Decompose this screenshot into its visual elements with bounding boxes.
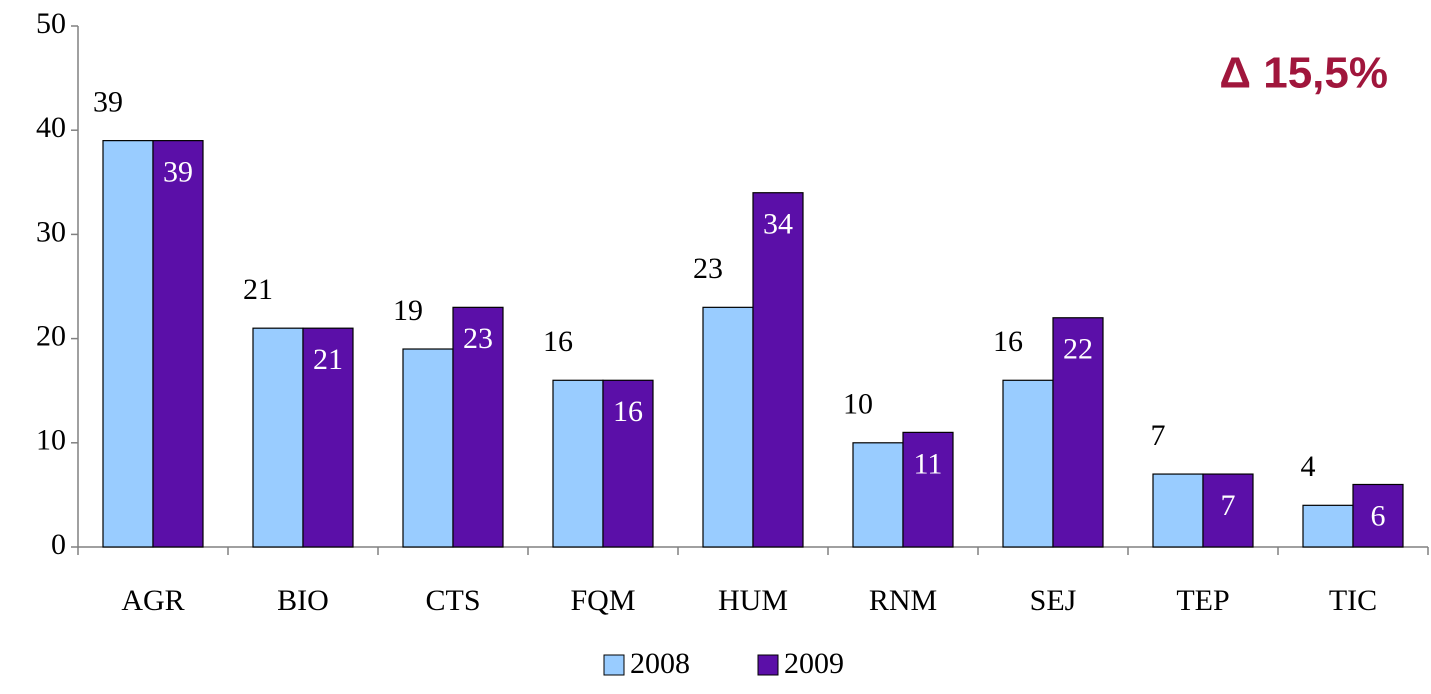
x-tick-label: TEP xyxy=(1176,584,1229,617)
data-label: 22 xyxy=(1063,333,1093,366)
x-tick-label: RNM xyxy=(869,584,937,617)
x-tick-label: BIO xyxy=(277,584,329,617)
bar xyxy=(1002,379,1054,548)
data-label: 7 xyxy=(1151,419,1166,452)
y-tick-label: 20 xyxy=(36,319,66,352)
bar xyxy=(552,379,604,548)
x-tick-label: CTS xyxy=(425,584,480,617)
bar xyxy=(302,327,354,548)
data-label: 11 xyxy=(914,447,943,480)
data-label: 23 xyxy=(463,322,493,355)
data-label: 39 xyxy=(93,86,123,119)
y-tick-label: 30 xyxy=(36,215,66,248)
x-tick-label: HUM xyxy=(718,584,788,617)
bar xyxy=(452,306,504,548)
y-tick-label: 0 xyxy=(51,528,66,561)
bar xyxy=(752,192,804,548)
data-label: 19 xyxy=(393,294,423,327)
bar xyxy=(602,379,654,548)
bar xyxy=(1202,473,1254,548)
y-tick-label: 10 xyxy=(36,424,66,457)
x-tick-label: AGR xyxy=(121,584,184,617)
bar xyxy=(702,306,754,548)
legend-swatch xyxy=(603,654,625,676)
data-label: 21 xyxy=(243,273,273,306)
x-tick-label: TIC xyxy=(1329,584,1377,617)
bar xyxy=(402,348,454,548)
data-label: 10 xyxy=(843,388,873,421)
data-label: 21 xyxy=(313,343,343,376)
data-label: 16 xyxy=(993,325,1023,358)
data-label: 4 xyxy=(1301,450,1316,483)
legend-label: 2009 xyxy=(784,647,844,680)
bar xyxy=(902,431,954,548)
x-tick-label: FQM xyxy=(570,584,635,617)
data-label: 16 xyxy=(543,325,573,358)
annotation: Δ 15,5% xyxy=(1219,49,1388,98)
bar xyxy=(852,442,904,548)
bar xyxy=(252,327,304,548)
bar xyxy=(1352,483,1404,548)
bar xyxy=(152,140,204,548)
legend-label: 2008 xyxy=(630,647,690,680)
y-tick-label: 50 xyxy=(36,7,66,40)
data-label: 16 xyxy=(613,395,643,428)
bar xyxy=(1152,473,1204,548)
x-tick-label: SEJ xyxy=(1030,584,1077,617)
bar xyxy=(1302,504,1354,548)
data-label: 7 xyxy=(1221,489,1236,522)
data-label: 23 xyxy=(693,252,723,285)
bar xyxy=(102,140,154,548)
legend-swatch xyxy=(757,654,779,676)
bar xyxy=(1052,317,1104,548)
data-label: 6 xyxy=(1371,499,1386,532)
data-label: 39 xyxy=(163,156,193,189)
y-tick-label: 40 xyxy=(36,111,66,144)
data-label: 34 xyxy=(763,208,793,241)
